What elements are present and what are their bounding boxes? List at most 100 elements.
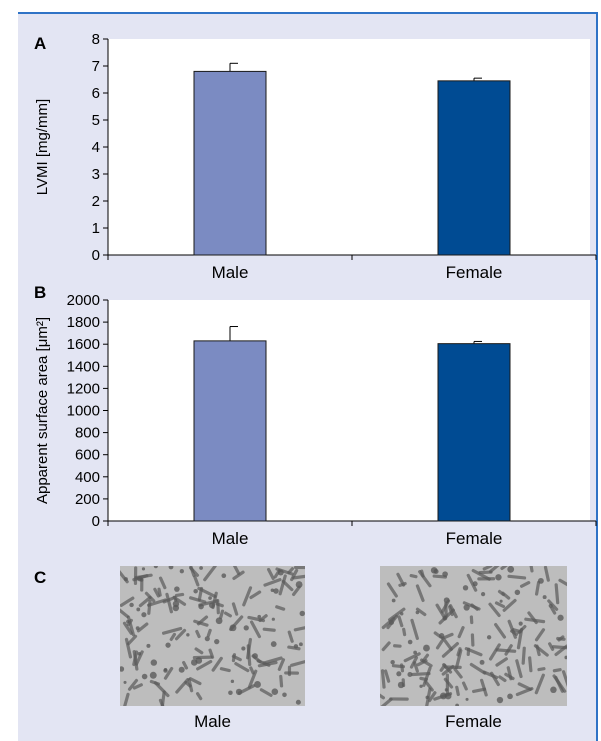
cell-round [550,686,557,694]
cell-rod [257,660,278,668]
cell-rod [396,572,406,587]
cell-round [299,610,305,617]
cell-rod [534,580,541,596]
cell-rod [410,618,419,640]
cell-rod [556,636,566,641]
y-tick-label: 400 [75,469,100,486]
cell-round [270,588,275,593]
cell-round [186,633,190,637]
cell-rod [120,596,135,607]
cell-round [413,650,418,655]
cell-rod [258,614,268,623]
cell-rod [275,567,294,576]
y-tick-label: 7 [92,58,100,75]
y-tick-label: 200 [75,491,100,508]
cell-rod [163,666,174,680]
cell-rod [537,667,546,672]
micrograph-female-texture [380,566,567,706]
plot-area [108,300,590,521]
cell-round [199,566,203,570]
cell-rod [249,590,262,600]
cell-rod [400,663,405,673]
cell-rod [554,675,565,693]
cell-rod [232,570,245,581]
cell-round [172,600,180,608]
cell-rod [497,589,506,597]
y-tick-label: 1400 [67,358,100,375]
cell-round [419,684,423,688]
cell-round [507,693,513,700]
cell-rod [461,681,468,691]
cell-round [271,617,275,621]
cell-rod [535,644,541,657]
micrograph-female-label: Female [445,712,502,731]
cell-rod [480,678,488,697]
x-category-label: Male [212,529,249,548]
cell-round [141,673,148,680]
cell-rod [383,669,391,683]
cell-rod [489,671,500,687]
cell-round [391,598,396,603]
cell-round [149,671,157,679]
cell-rod [120,603,129,618]
cell-round [150,659,158,666]
y-tick-label: 1200 [67,380,100,397]
y-tick-label: 2000 [67,292,100,309]
cell-rod [231,602,239,616]
cell-rod [293,566,305,570]
cell-round [228,690,233,696]
cell-rod [519,581,531,588]
cell-rod [208,648,215,659]
cell-round [273,588,279,594]
cell-rod [249,620,262,639]
cell-round [204,636,210,642]
micrograph-male-texture [120,566,305,706]
cell-rod [409,574,418,579]
cell-round [120,666,125,672]
cell-rod [246,644,252,667]
cell-round [221,573,227,579]
cell-rod [147,598,167,607]
cell-round [557,614,564,621]
cell-rod [182,660,189,670]
x-category-label: Female [446,529,503,548]
cell-round [514,589,521,596]
cell-rod [162,595,177,604]
cell-round [439,692,447,700]
cell-round [415,610,420,615]
cell-rod [402,627,407,637]
cell-rod [558,578,567,588]
x-category-label: Male [212,263,249,282]
cell-rod [278,574,287,596]
cell-rod [293,625,305,632]
cell-round [518,621,523,626]
cell-rod [279,674,284,688]
cell-rod [393,644,402,648]
cell-round [295,699,301,705]
cell-rod [132,683,143,690]
cell-rod [494,601,506,609]
cell-rod [441,636,453,651]
cell-rod [466,573,478,592]
cell-round [537,577,544,584]
cell-round [271,688,279,696]
cell-rod [287,630,294,643]
cell-round [564,655,567,660]
cell-rod [507,619,517,639]
cell-round [195,657,203,664]
cell-rod [189,566,196,577]
cell-rod [174,592,185,597]
y-tick-label: 1 [92,220,100,237]
cell-rod [175,678,190,694]
cell-rod [287,645,301,651]
chart-a: 0 1 2 3 4 5 6 7 8 Male Female LVMI [mg/mm] [34,31,597,282]
cell-rod [427,691,437,703]
cell-rod [165,592,173,614]
cell-rod [403,652,421,663]
cell-rod [386,582,398,598]
panel-a-letter: A [34,34,46,53]
cell-round [123,680,127,684]
cell-round [282,692,287,698]
